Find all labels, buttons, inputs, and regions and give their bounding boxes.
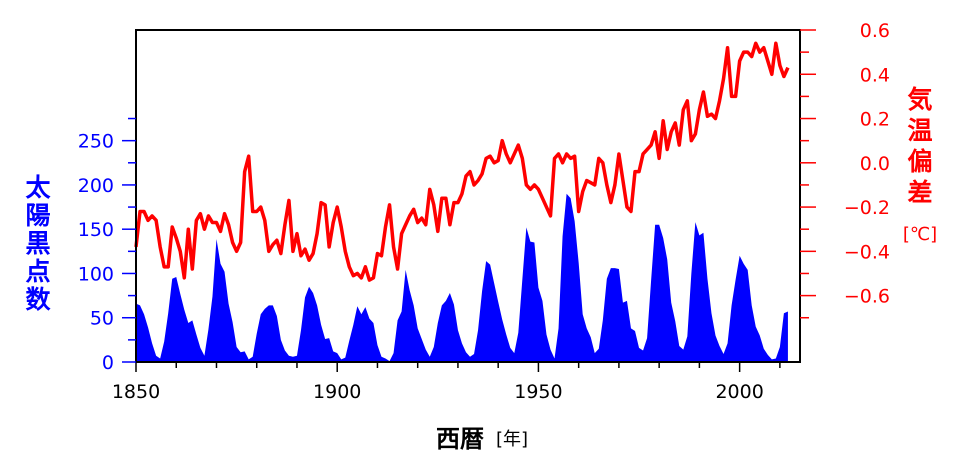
- x-tick-label: 1900: [313, 381, 361, 403]
- y-left-tick-label: 50: [90, 308, 114, 330]
- y-left-tick-label: 200: [78, 175, 114, 197]
- y-axis-unit-right: [℃]: [903, 224, 937, 245]
- y-left-title-char: 数: [25, 285, 51, 314]
- y-right-tick-label: −0.4: [844, 241, 890, 263]
- y-right-title-char: 気: [907, 85, 932, 114]
- temperature-line: [134, 41, 790, 282]
- y-left-tick-label: 250: [78, 131, 114, 153]
- y-left-tick-label: 0: [102, 352, 114, 374]
- y-right-tick-label: 0.4: [860, 64, 890, 86]
- temperature-line-group: [134, 41, 790, 282]
- y-right-title-char: 偏: [907, 147, 932, 176]
- sunspot-area: [136, 193, 788, 362]
- y-left-tick-label: 150: [78, 219, 114, 241]
- y-left-title-char: 黒: [25, 229, 50, 258]
- plot-frame: [135, 29, 801, 363]
- y-right-tick-label: −0.2: [844, 197, 890, 219]
- y-left-title-char: 太: [25, 173, 51, 202]
- y-axis-left: 0 50 100 150 200 250: [78, 117, 136, 374]
- x-axis-unit: [年]: [496, 429, 528, 450]
- x-tick-label: 1950: [514, 381, 562, 403]
- y-right-title-char: 差: [907, 178, 932, 207]
- y-left-title-char: 点: [25, 257, 50, 286]
- y-right-tick-label: 0.2: [860, 109, 890, 131]
- y-left-tick-label: 100: [78, 263, 114, 285]
- y-right-tick-label: 0.0: [860, 153, 890, 175]
- x-tick-label: 1850: [112, 381, 160, 403]
- y-axis-right: −0.6 −0.4 −0.2 0.0 0.2 0.4 0.6: [800, 20, 890, 319]
- sunspot-area-group: [136, 193, 788, 362]
- y-right-tick-label: −0.6: [844, 286, 890, 308]
- y-left-title-char: 陽: [25, 201, 50, 230]
- y-right-title-char: 温: [907, 116, 932, 145]
- x-tick-label: 2000: [715, 381, 763, 403]
- y-right-tick-label: 0.6: [860, 20, 890, 42]
- x-axis: 1850 1900 1950 2000: [112, 362, 781, 403]
- x-axis-title: 西暦: [436, 425, 484, 453]
